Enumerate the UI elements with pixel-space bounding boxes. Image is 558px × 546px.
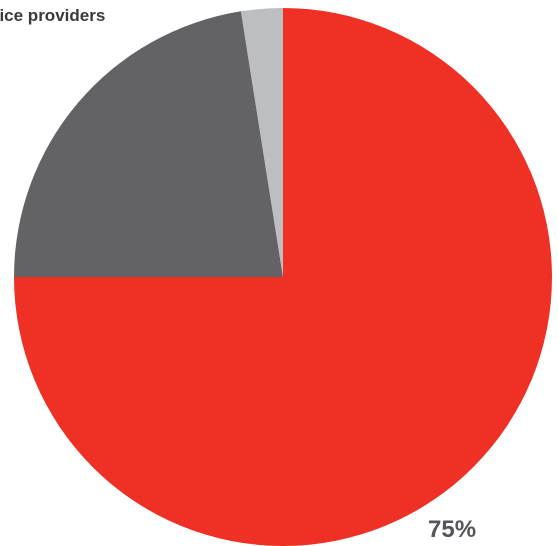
pie-slice-small (240, 8, 283, 277)
percentage-label-75: 75% (428, 516, 477, 543)
pie-slice-secondary (13, 11, 283, 278)
category-label-service-providers: vice providers (0, 6, 106, 25)
pie-slices (13, 8, 552, 546)
